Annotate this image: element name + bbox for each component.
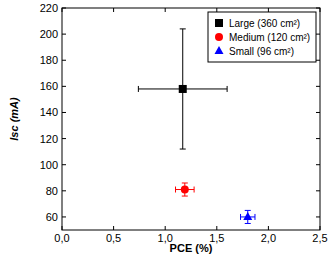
y-tick: [316, 112, 320, 113]
x-error-cap: [227, 86, 228, 92]
x-axis-label: PCE (%): [170, 242, 213, 254]
y-error-cap: [182, 196, 188, 197]
x-tick-label: 0,5: [106, 232, 121, 244]
legend: Large (360 cm²) Medium (120 cm²) Small (96…: [208, 12, 316, 62]
y-tick: [62, 164, 66, 165]
x-tick: [165, 226, 166, 230]
y-tick: [316, 164, 320, 165]
y-tick: [62, 60, 66, 61]
x-tick-label: 2,0: [261, 232, 276, 244]
x-tick: [320, 8, 321, 12]
legend-label: Large (360 cm²): [229, 18, 300, 29]
x-tick: [62, 8, 63, 12]
x-error-cap: [138, 86, 139, 92]
x-tick: [268, 8, 269, 12]
y-tick-label: 220: [40, 2, 58, 14]
point: [181, 186, 189, 194]
legend-marker: [215, 33, 223, 41]
x-tick: [113, 226, 114, 230]
y-tick: [62, 216, 66, 217]
x-error-bar: [176, 187, 195, 193]
y-error-cap: [180, 149, 186, 150]
point: [243, 212, 252, 220]
y-tick-label: 160: [40, 80, 58, 92]
y-tick: [62, 8, 66, 9]
x-error-cap: [254, 214, 255, 220]
x-tick: [113, 8, 114, 12]
x-tick-label: 2,5: [312, 232, 327, 244]
x-tick: [165, 8, 166, 12]
y-tick: [316, 34, 320, 35]
y-error-bar: [182, 183, 188, 196]
y-tick-label: 140: [40, 106, 58, 118]
x-error-cap: [240, 214, 241, 220]
x-tick: [62, 226, 63, 230]
y-tick-label: 80: [46, 185, 58, 197]
x-tick: [216, 8, 217, 12]
y-error-cap: [245, 223, 251, 224]
y-error-bar: [180, 29, 186, 149]
legend-box: [208, 12, 316, 62]
x-tick: [216, 226, 217, 230]
y-tick: [62, 34, 66, 35]
y-tick: [316, 138, 320, 139]
y-tick-label: 200: [40, 28, 58, 40]
y-tick-label: 120: [40, 133, 58, 145]
y-tick: [62, 112, 66, 113]
legend-label: Small (96 cm²): [229, 46, 294, 57]
y-tick: [62, 138, 66, 139]
x-tick: [320, 226, 321, 230]
y-error-cap: [180, 28, 186, 29]
plot-frame: [62, 8, 320, 230]
y-tick-label: 180: [40, 54, 58, 66]
y-tick: [316, 190, 320, 191]
y-tick: [62, 86, 66, 87]
legend-marker: [215, 19, 223, 27]
y-tick-label: 100: [40, 159, 58, 171]
point: [179, 85, 187, 93]
y-tick: [316, 216, 320, 217]
y-error-cap: [182, 182, 188, 183]
y-error-cap: [245, 210, 251, 211]
y-tick: [316, 60, 320, 61]
x-error-bar: [138, 86, 227, 92]
legend-marker: [215, 46, 224, 54]
y-tick: [62, 190, 66, 191]
y-tick-label: 60: [46, 211, 58, 223]
x-error-cap: [175, 187, 176, 193]
x-error-cap: [194, 187, 195, 193]
y-axis-label: Isc (mA): [8, 97, 20, 141]
x-tick-label: 0,0: [54, 232, 69, 244]
y-tick: [316, 8, 320, 9]
legend-label: Medium (120 cm²): [229, 32, 310, 43]
y-tick: [316, 86, 320, 87]
x-tick: [268, 226, 269, 230]
